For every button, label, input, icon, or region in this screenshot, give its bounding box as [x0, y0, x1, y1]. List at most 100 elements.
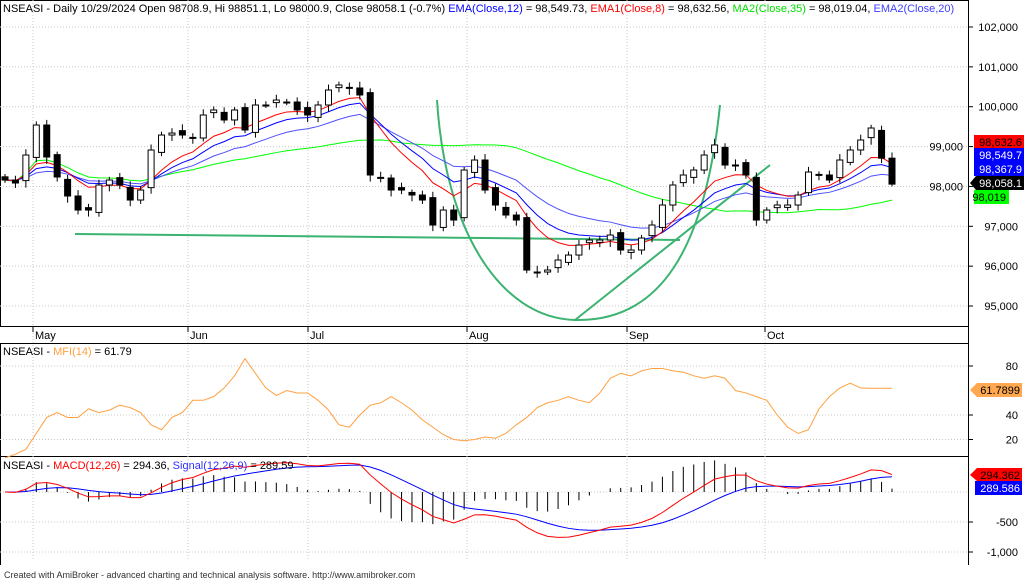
- candle: [533, 265, 541, 278]
- close-badge: 98,058.1: [979, 178, 1022, 190]
- candle-body: [189, 136, 197, 139]
- candle-body: [648, 224, 656, 237]
- price-tick-label: 97,000: [984, 221, 1018, 233]
- candle: [314, 101, 322, 123]
- candle-body: [231, 109, 239, 121]
- candle-body: [544, 269, 552, 273]
- candle-body: [345, 86, 353, 89]
- candle: [220, 107, 228, 124]
- candle: [596, 235, 604, 248]
- candle-body: [105, 179, 113, 186]
- candle-body: [825, 174, 833, 181]
- candle-body: [43, 124, 51, 158]
- candle: [836, 154, 844, 183]
- candle: [283, 98, 291, 106]
- candle: [669, 181, 677, 212]
- candle-body: [638, 237, 646, 251]
- price-tick-label: 101,000: [978, 62, 1018, 74]
- candle-body: [11, 179, 19, 184]
- candle: [888, 152, 896, 187]
- candle: [199, 109, 207, 142]
- candle: [64, 174, 72, 203]
- candle: [189, 133, 197, 144]
- candle: [721, 143, 729, 169]
- ema8-badge: 98,632.6: [979, 137, 1022, 149]
- candle: [11, 175, 19, 188]
- candle: [502, 201, 510, 219]
- candle-body: [679, 174, 687, 184]
- candle-body: [700, 154, 708, 171]
- candle-body: [867, 127, 875, 139]
- candle-body: [460, 169, 468, 219]
- mfi-tick-label: 40: [1006, 410, 1018, 422]
- candle-body: [262, 104, 270, 107]
- candle-body: [554, 259, 562, 269]
- candle: [429, 191, 437, 232]
- candle: [815, 171, 823, 181]
- candle-body: [272, 99, 280, 104]
- macd-tick-label: -1,000: [987, 547, 1018, 559]
- candle-body: [116, 177, 124, 186]
- mfi-tick-label: 20: [1006, 435, 1018, 447]
- candle-body: [763, 209, 771, 221]
- candle-body: [731, 164, 739, 167]
- candle: [356, 81, 364, 100]
- candle: [178, 124, 186, 139]
- candle: [554, 254, 562, 273]
- candle: [481, 153, 489, 194]
- candle: [293, 97, 301, 115]
- candle: [846, 146, 854, 166]
- candle-body: [408, 191, 416, 196]
- diagonal-trendline: [574, 164, 771, 321]
- candle-body: [210, 109, 218, 114]
- price-panel-title: NSEASI - Daily 10/29/2024 Open 98708.9, …: [3, 3, 954, 15]
- candle-body: [450, 209, 458, 221]
- candle-body: [690, 169, 698, 178]
- candle: [366, 88, 374, 182]
- candle: [418, 190, 426, 205]
- candle: [105, 176, 113, 192]
- candle: [251, 99, 259, 138]
- candle-body: [293, 101, 301, 111]
- candle: [450, 204, 458, 226]
- candle: [387, 174, 395, 197]
- candle: [575, 240, 583, 261]
- candle-body: [304, 107, 312, 116]
- candle-body: [805, 171, 813, 194]
- mfi-badge: 61.7899: [980, 385, 1020, 397]
- candle-body: [137, 189, 145, 201]
- candle-body: [888, 157, 896, 185]
- candle-body: [773, 204, 781, 209]
- candle-body: [220, 111, 228, 121]
- candle-body: [178, 130, 186, 136]
- candle: [878, 125, 886, 164]
- candle-body: [314, 104, 322, 118]
- month-label: Aug: [469, 330, 489, 342]
- candle: [711, 138, 719, 159]
- price-badges: 98,632.6 98,549.7 98,367.9 98,058.1 98,0…: [970, 135, 1024, 495]
- candle-body: [168, 132, 176, 136]
- candle: [377, 171, 385, 183]
- candle-body: [22, 154, 30, 182]
- candle: [22, 149, 30, 188]
- candle-body: [74, 195, 82, 211]
- candle: [43, 119, 51, 164]
- candle: [116, 172, 124, 190]
- candle: [544, 265, 552, 276]
- candle-body: [32, 124, 40, 158]
- candle-body: [815, 173, 823, 176]
- candle: [126, 181, 134, 207]
- candle-body: [1, 176, 9, 181]
- candle: [210, 106, 218, 119]
- mfi-panel-title: NSEASI - MFI(14) = 61.79: [3, 346, 132, 358]
- candle-body: [878, 129, 886, 159]
- candle-body: [533, 271, 541, 274]
- candle-body: [335, 84, 343, 89]
- candle-body: [836, 159, 844, 179]
- candle-body: [377, 176, 385, 179]
- candle-body: [752, 176, 760, 221]
- candle-body: [669, 184, 677, 206]
- candle: [773, 200, 781, 214]
- mfi-line: [4, 357, 892, 459]
